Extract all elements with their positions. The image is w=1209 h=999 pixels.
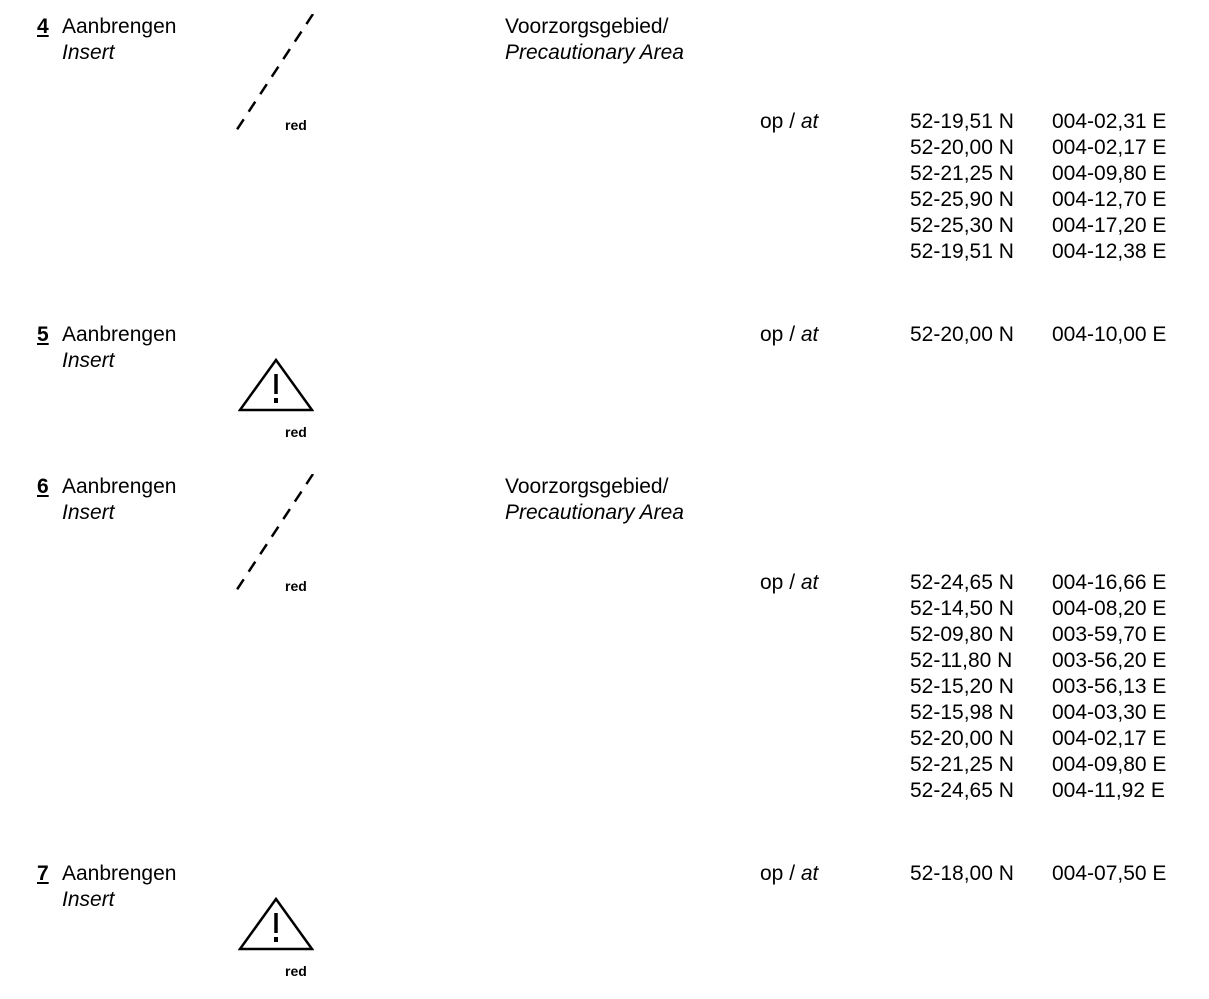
coordinate-row: 52-24,65 N 004-16,66 E — [910, 571, 1167, 594]
description-en: Precautionary Area — [505, 41, 684, 64]
dashed-line-icon — [234, 474, 315, 592]
coordinate-row: 52-25,30 N 004-17,20 E — [910, 214, 1167, 237]
entry-number: 6 — [37, 475, 49, 498]
position-label: op / at — [760, 862, 819, 885]
coordinate-row: 52-14,50 N 004-08,20 E — [910, 597, 1167, 620]
coordinate-row: 52-18,00 N 004-07,50 E — [910, 862, 1167, 885]
coordinate-list: 52-20,00 N 004-10,00 E — [910, 322, 1166, 348]
coordinate-list: 52-18,00 N 004-07,50 E — [910, 861, 1166, 887]
coordinate-row: 52-24,65 N 004-11,92 E — [910, 779, 1165, 802]
coordinate-row: 52-25,90 N 004-12,70 E — [910, 188, 1167, 211]
coordinate-row: 52-11,80 N 003-56,20 E — [910, 649, 1167, 672]
action-nl: Aanbrengen — [62, 475, 177, 498]
warning-triangle-icon — [238, 358, 314, 412]
coordinate-row: 52-19,51 N 004-12,38 E — [910, 240, 1167, 263]
description-nl: Voorzorgsgebied/ — [505, 475, 669, 498]
action-nl: Aanbrengen — [62, 862, 177, 885]
color-label: red — [285, 578, 307, 594]
coordinate-row: 52-20,00 N 004-02,17 E — [910, 727, 1167, 750]
coordinate-row: 52-15,98 N 004-03,30 E — [910, 701, 1167, 724]
coordinate-row: 52-21,25 N 004-09,80 E — [910, 753, 1167, 776]
color-label: red — [285, 963, 307, 979]
coordinate-row: 52-20,00 N 004-02,17 E — [910, 136, 1167, 159]
coordinate-row: 52-20,00 N 004-10,00 E — [910, 323, 1167, 346]
entry-number: 7 — [37, 862, 49, 885]
action-en: Insert — [62, 349, 115, 372]
color-label: red — [285, 424, 307, 440]
position-label: op / at — [760, 571, 819, 594]
coordinate-row: 52-19,51 N 004-02,31 E — [910, 110, 1167, 133]
color-label: red — [285, 117, 307, 133]
action-nl: Aanbrengen — [62, 15, 177, 38]
warning-triangle-icon — [238, 897, 314, 951]
coordinate-list: 52-19,51 N 004-02,31 E 52-20,00 N 004-02,1… — [910, 109, 1166, 265]
entry-number: 5 — [37, 323, 49, 346]
coordinate-row: 52-09,80 N 003-59,70 E — [910, 623, 1167, 646]
action-en: Insert — [62, 41, 115, 64]
dashed-line-icon — [234, 14, 315, 132]
action-nl: Aanbrengen — [62, 323, 177, 346]
coordinate-row: 52-21,25 N 004-09,80 E — [910, 162, 1167, 185]
coordinate-row: 52-15,20 N 003-56,13 E — [910, 675, 1167, 698]
coordinate-list: 52-24,65 N 004-16,66 E 52-14,50 N 004-08,2… — [910, 570, 1166, 804]
action-en: Insert — [62, 501, 115, 524]
description-nl: Voorzorgsgebied/ — [505, 15, 669, 38]
position-label: op / at — [760, 323, 819, 346]
action-en: Insert — [62, 888, 115, 911]
description-en: Precautionary Area — [505, 501, 684, 524]
entry-number: 4 — [37, 15, 49, 38]
position-label: op / at — [760, 110, 819, 133]
